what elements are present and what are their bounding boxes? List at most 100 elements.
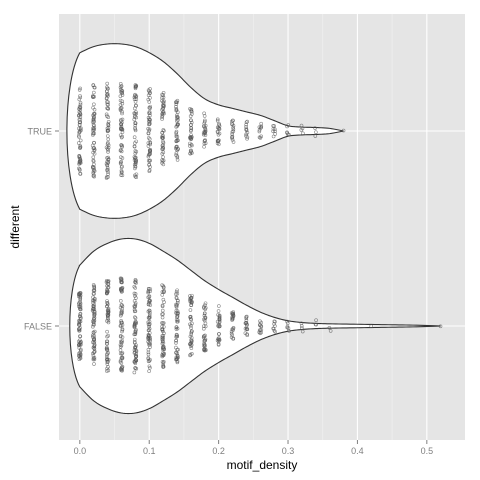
data-point: [174, 290, 179, 294]
data-point: [146, 289, 151, 293]
data-point: [327, 326, 332, 330]
data-point: [78, 296, 83, 301]
data-point: [230, 130, 235, 134]
data-point: [92, 131, 96, 136]
data-point: [120, 101, 125, 106]
data-point: [92, 107, 97, 112]
data-point: [189, 326, 193, 330]
data-point: [148, 165, 152, 169]
y-tick-label: FALSE: [24, 322, 52, 332]
data-point: [118, 94, 123, 98]
x-tick-label: 0.2: [212, 446, 225, 456]
data-point: [215, 338, 220, 343]
data-point: [118, 160, 123, 165]
data-point: [133, 330, 138, 334]
data-point: [189, 303, 193, 308]
data-point: [133, 141, 137, 145]
data-point: [105, 89, 109, 94]
data-point: [78, 300, 82, 304]
data-point: [134, 111, 139, 116]
data-point: [92, 336, 96, 341]
data-point: [188, 352, 193, 357]
data-point: [106, 145, 111, 150]
data-point: [202, 347, 207, 352]
data-point: [119, 149, 124, 154]
data-point: [160, 283, 164, 287]
data-point: [134, 149, 139, 154]
data-point: [77, 343, 81, 348]
data-point: [216, 126, 221, 130]
data-point: [217, 319, 222, 324]
data-point: [176, 138, 180, 143]
data-point: [133, 345, 138, 349]
data-point: [244, 120, 249, 125]
data-point: [230, 333, 235, 337]
data-point: [119, 119, 123, 123]
data-point: [133, 301, 138, 305]
data-point: [160, 312, 164, 317]
data-point: [202, 311, 207, 316]
data-point: [230, 318, 234, 322]
data-point: [147, 162, 152, 167]
data-point: [203, 127, 208, 131]
data-point: [203, 303, 207, 307]
data-point: [77, 328, 82, 333]
data-point: [120, 173, 125, 178]
data-point: [106, 121, 110, 126]
data-point: [119, 340, 124, 345]
data-point: [77, 292, 81, 297]
data-point: [104, 288, 109, 292]
data-point: [160, 327, 165, 332]
data-point: [160, 152, 165, 156]
data-point: [313, 134, 318, 138]
data-point: [190, 329, 194, 334]
data-points: [76, 81, 443, 375]
data-point: [120, 130, 125, 134]
data-point: [216, 339, 221, 344]
data-point: [79, 340, 83, 345]
data-point: [105, 134, 110, 138]
data-point: [231, 140, 236, 144]
data-point: [134, 281, 138, 285]
data-point: [119, 312, 123, 317]
data-point: [105, 81, 109, 86]
data-point: [92, 90, 96, 95]
x-tick-label: 0.5: [421, 446, 434, 456]
data-point: [146, 158, 151, 163]
data-point: [119, 366, 123, 371]
data-point: [175, 158, 180, 162]
y-tick-label: TRUE: [28, 127, 53, 137]
data-point: [92, 311, 96, 316]
data-point: [147, 341, 151, 345]
data-point: [174, 305, 179, 309]
data-point: [133, 155, 138, 160]
data-point: [146, 322, 151, 326]
data-point: [273, 329, 277, 334]
data-point: [148, 111, 152, 116]
data-point: [174, 129, 179, 134]
data-point: [160, 339, 165, 344]
data-point: [119, 288, 123, 292]
data-point: [161, 363, 165, 368]
data-point: [161, 158, 166, 163]
data-point: [231, 326, 235, 331]
data-point: [286, 123, 291, 127]
data-point: [79, 315, 83, 320]
data-point: [105, 100, 109, 104]
data-point: [328, 329, 333, 333]
data-point: [104, 339, 109, 344]
data-point: [118, 82, 123, 86]
x-axis-title: motif_density: [227, 458, 298, 472]
data-point: [134, 348, 139, 353]
data-point: [119, 278, 124, 282]
data-point: [78, 291, 82, 296]
data-point: [105, 102, 110, 107]
data-point: [174, 295, 179, 300]
data-point: [146, 328, 151, 333]
data-point: [106, 137, 111, 142]
data-point: [301, 131, 305, 136]
data-point: [189, 126, 193, 130]
data-point: [106, 289, 110, 294]
data-point: [300, 329, 305, 334]
